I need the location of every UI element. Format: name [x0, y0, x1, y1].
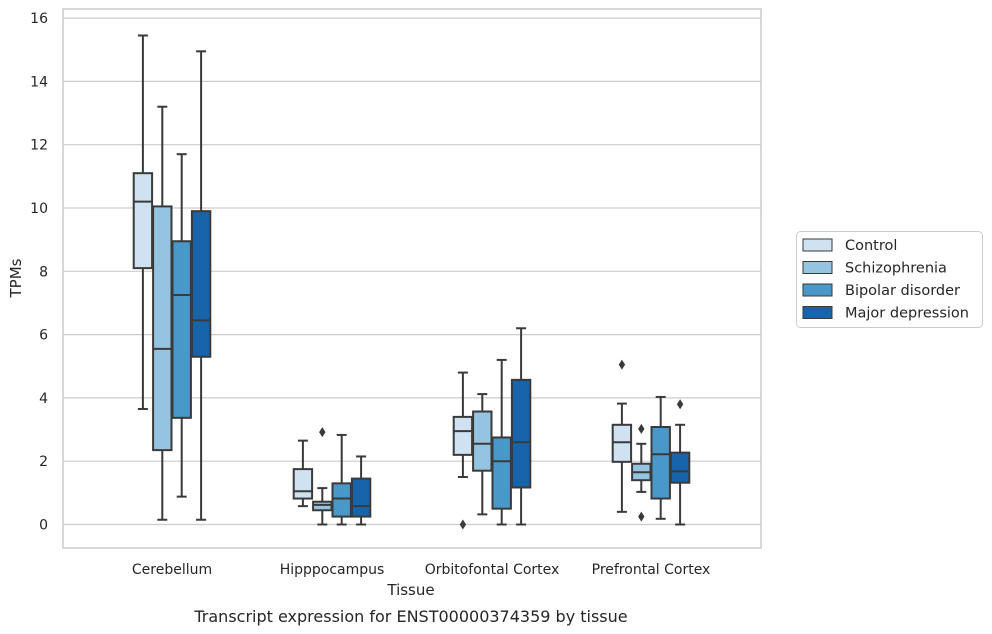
- y-tick-label: 12: [30, 138, 48, 154]
- outlier-marker: [459, 519, 467, 530]
- box-body: [452, 415, 474, 456]
- legend-label: Major depression: [845, 306, 969, 322]
- box-body: [491, 436, 512, 510]
- box-body: [611, 423, 633, 463]
- y-tick-label: 8: [39, 264, 48, 280]
- box-body: [331, 482, 352, 518]
- legend: Control Schizophrenia Bipolar disorder Majo…: [796, 231, 983, 328]
- outlier-marker: [638, 423, 645, 434]
- box-major-depression: [510, 327, 532, 526]
- box-control: [132, 34, 154, 410]
- box-control: [452, 371, 474, 530]
- box-body: [190, 210, 212, 358]
- y-tick-label: 10: [30, 201, 48, 217]
- x-axis-title: Tissue: [386, 581, 434, 599]
- y-tick-label: 0: [39, 518, 48, 534]
- legend-label: Bipolar disorder: [845, 283, 960, 299]
- box-bipolar-disorder: [331, 433, 352, 526]
- box-body: [650, 426, 671, 500]
- box-control: [292, 439, 314, 508]
- box-body: [171, 240, 192, 419]
- box-schizophrenia: [312, 427, 333, 526]
- box-body: [669, 451, 691, 484]
- box-schizophrenia: [472, 393, 493, 516]
- x-tick-label: Hipppocampus: [280, 562, 385, 578]
- box-body: [132, 172, 154, 270]
- legend-frame: [796, 231, 983, 328]
- y-tick-label: 2: [39, 454, 48, 470]
- x-tick-label: Orbitofontal Cortex: [425, 562, 560, 578]
- legend-label: Control: [845, 238, 897, 254]
- y-axis-title: TPMs: [7, 258, 25, 298]
- box-body: [292, 468, 314, 500]
- y-tick-label: 6: [39, 328, 48, 344]
- box-control: [611, 359, 633, 513]
- outlier-marker: [319, 427, 326, 438]
- box-major-depression: [190, 50, 212, 521]
- box-body: [152, 205, 173, 452]
- legend-swatch: [802, 238, 833, 252]
- legend-swatch: [802, 306, 833, 319]
- x-tick-label: Cerebellum: [132, 562, 212, 578]
- plot-area-frame: [62, 8, 762, 549]
- box-major-depression: [350, 455, 372, 526]
- legend-label: Schizophrenia: [845, 261, 947, 277]
- box-major-depression: [669, 399, 691, 526]
- x-tick-labels: Cerebellum Hipppocampus Orbitofontal Corte…: [132, 562, 710, 578]
- box-body: [312, 500, 333, 512]
- y-tick-label: 14: [30, 74, 48, 90]
- box-schizophrenia: [152, 105, 173, 521]
- y-tick-labels: 0 2 4 6 8 10 12 14 16: [30, 11, 48, 533]
- box-schizophrenia: [631, 423, 652, 522]
- outlier-marker: [618, 359, 626, 370]
- outlier-marker: [638, 511, 645, 522]
- box-body: [350, 477, 372, 518]
- box-bipolar-disorder: [650, 395, 671, 520]
- box-series: [132, 34, 691, 530]
- box-bipolar-disorder: [491, 358, 512, 526]
- box-bipolar-disorder: [171, 153, 192, 498]
- y-tick-label: 16: [30, 11, 48, 27]
- box-body: [510, 378, 532, 489]
- outlier-marker: [676, 399, 684, 410]
- box-body: [472, 410, 493, 472]
- legend-swatch: [802, 283, 833, 297]
- legend-swatch: [802, 261, 833, 274]
- y-tick-label: 4: [39, 391, 48, 407]
- chart-caption: Transcript expression for ENST0000037435…: [193, 607, 627, 626]
- x-tick-label: Prefrontal Cortex: [592, 562, 711, 578]
